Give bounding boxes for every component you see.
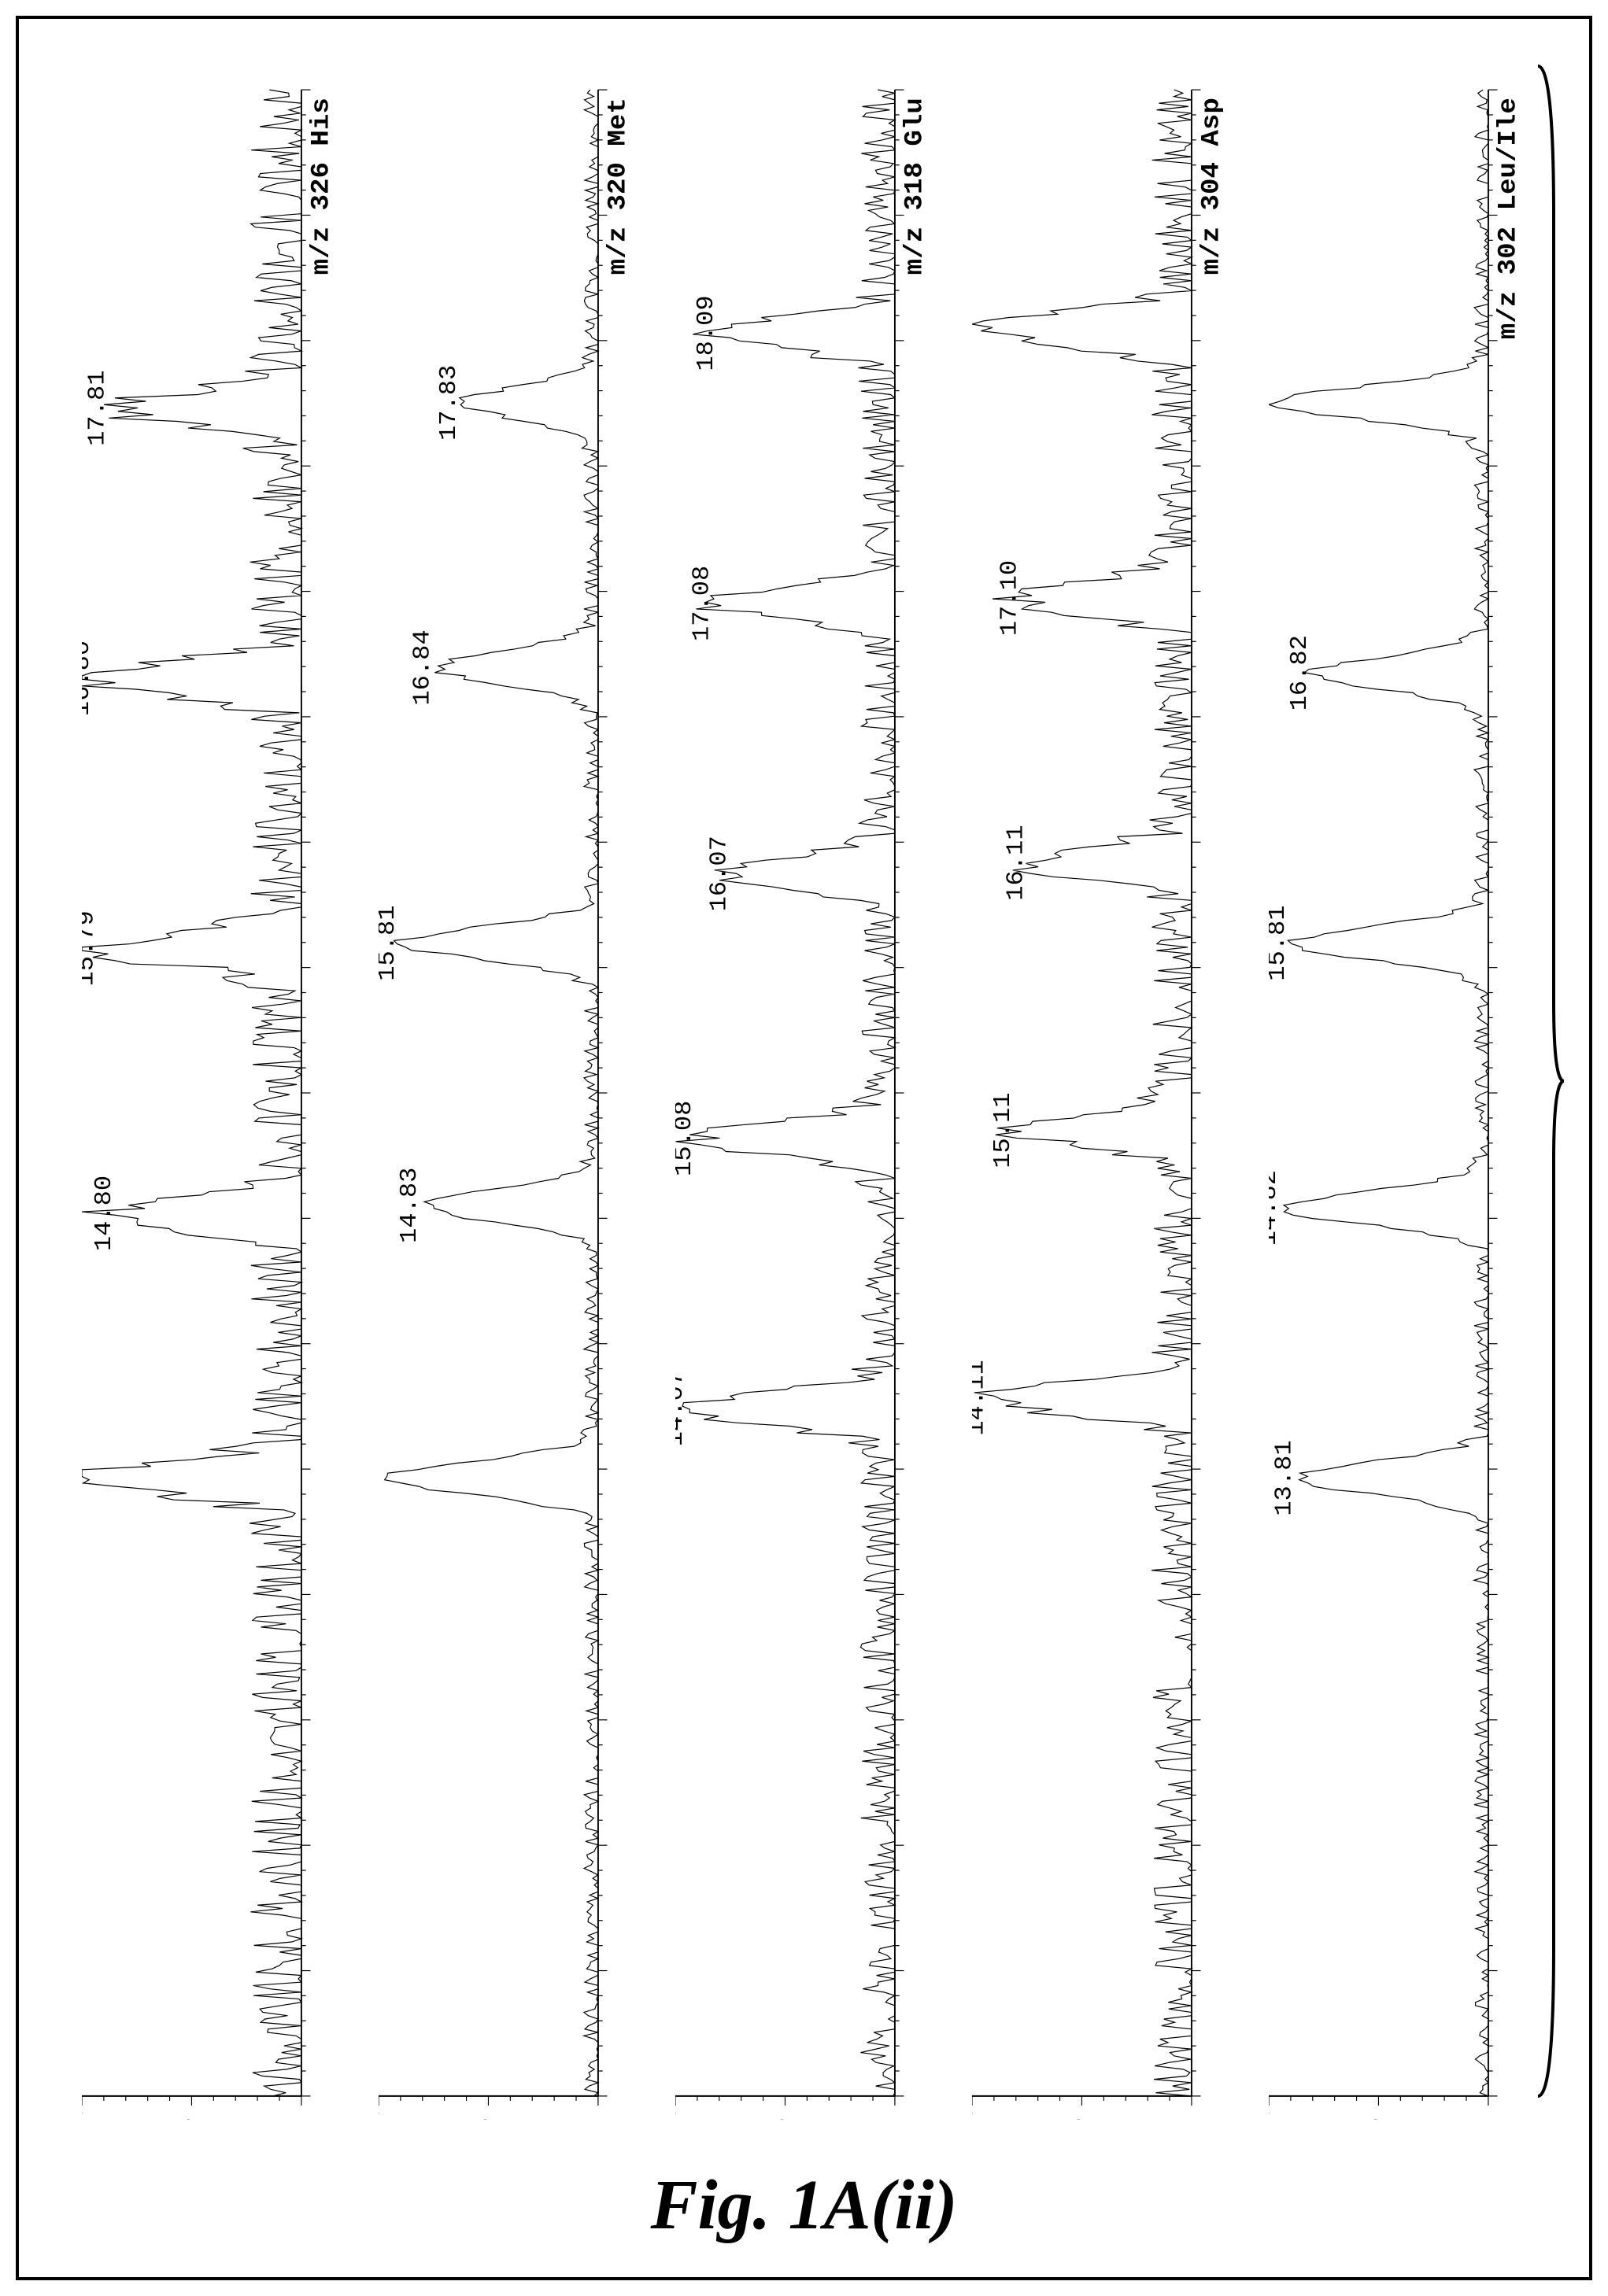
y-tick-100: 100 (82, 2106, 89, 2120)
y-tick-100: 100 (675, 2106, 682, 2120)
peak-label: 17.83 (436, 365, 463, 441)
chart-panel: 13.8114.8015.7916.8017.81 100 % 0 m/z 32… (82, 66, 339, 2120)
y-axis-label: % (471, 2119, 495, 2120)
peak-label: 14.07 (675, 1371, 689, 1446)
mz-label: m/z 302 Leu/Ile (1494, 98, 1523, 339)
figure-caption: Fig. 1A(ii) (19, 2165, 1589, 2246)
mz-label: m/z 320 Met (604, 98, 633, 275)
y-tick-100: 100 (379, 2106, 386, 2120)
peak-label: 16.11 (1003, 825, 1029, 900)
peak-label: 17.10 (996, 560, 1023, 636)
peak-label: 14.11 (972, 1360, 990, 1435)
peak-label: 13.81 (82, 1440, 83, 1515)
peak-label: 15.08 (675, 1101, 698, 1176)
y-tick-100: 100 (1269, 2106, 1276, 2120)
peak-label: 16.84 (409, 629, 436, 705)
peak-label: 17.81 (84, 371, 111, 446)
peak-label: 17.83 (1269, 365, 1276, 441)
peak-label: 13.81 (379, 1440, 386, 1515)
y-axis-label: % (175, 2119, 198, 2120)
y-tick-100: 100 (972, 2106, 979, 2120)
chart-panel: 13.8114.8215.8116.8217.83 100 % 0 m/z 30… (1269, 66, 1526, 2120)
peak-label: 18.11 (972, 290, 979, 366)
peak-label: 14.83 (396, 1168, 423, 1243)
peak-label: 15.11 (989, 1092, 1016, 1168)
y-axis-label: % (1362, 2119, 1385, 2120)
chart-panel: 14.1115.1116.1117.1018.11 100 % 0 m/z 30… (972, 66, 1229, 2120)
chromatogram-panel-2: 14.0715.0816.0717.0818.09 100 % 0 m/z 31… (675, 66, 933, 2120)
peak-label: 16.80 (82, 640, 96, 716)
mz-label: m/z 318 Glu (900, 98, 930, 275)
figure-container: 13.8114.8015.7916.8017.81 100 % 0 m/z 32… (16, 16, 1592, 2280)
y-axis-label: % (1065, 2119, 1089, 2120)
chromatogram-panel-0: 13.8114.8015.7916.8017.81 100 % 0 m/z 32… (82, 66, 339, 2120)
mz-label: m/z 326 His (307, 98, 336, 275)
peak-label: 17.08 (689, 566, 715, 641)
peak-label: 15.81 (379, 905, 401, 980)
chromatogram-panel-3: 14.1115.1116.1117.1018.11 100 % 0 m/z 30… (972, 66, 1229, 2120)
chromatogram-trace (82, 90, 301, 2096)
chromatogram-panel-1: 13.8114.8315.8116.8417.83 100 % 0 m/z 32… (379, 66, 636, 2120)
peak-label: 15.81 (1269, 905, 1292, 980)
chromatogram-trace (385, 90, 598, 2096)
y-axis-label: % (768, 2119, 792, 2120)
chromatogram-trace (676, 90, 895, 2096)
peak-label: 13.81 (1271, 1440, 1298, 1515)
peak-label: 14.80 (91, 1176, 117, 1251)
chart-panel: 14.0715.0816.0717.0818.09 100 % 0 m/z 31… (675, 66, 933, 2120)
chromatogram-panel-4: 13.8114.8215.8116.8217.83 100 % 0 m/z 30… (1269, 66, 1526, 2120)
chart-panel: 13.8114.8315.8116.8417.83 100 % 0 m/z 32… (379, 66, 636, 2120)
peak-label: 18.09 (693, 295, 719, 371)
peak-label: 14.82 (1269, 1170, 1283, 1246)
grouping-brace (1534, 58, 1565, 2104)
peak-label: 16.82 (1286, 635, 1313, 711)
chromatogram-trace (1269, 90, 1488, 2096)
peak-label: 15.79 (82, 910, 100, 986)
charts-area: 13.8114.8015.7916.8017.81 100 % 0 m/z 32… (82, 66, 1526, 2120)
peak-label: 16.07 (706, 836, 733, 911)
mz-label: m/z 304 Asp (1197, 98, 1226, 275)
